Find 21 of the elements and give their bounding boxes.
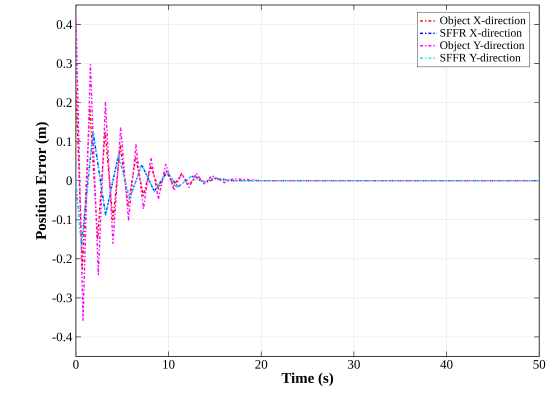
y-axis-title: Position Error (m) xyxy=(36,122,50,240)
x-tick-label: 20 xyxy=(255,360,268,369)
y-tick-label: -0.4 xyxy=(52,332,72,342)
x-tick-label: 30 xyxy=(348,360,360,369)
y-tick-label: 0.3 xyxy=(56,59,72,68)
x-tick-label: 50 xyxy=(534,360,546,369)
y-tick-label: -0.3 xyxy=(52,293,72,302)
y-tick-label: 0.2 xyxy=(56,98,72,107)
y-tick-label: 0 xyxy=(66,176,72,185)
legend-label: SFFR Y-direction xyxy=(440,53,521,62)
legend-label: Object Y-direction xyxy=(440,40,524,52)
x-tick-label: 0 xyxy=(73,360,79,369)
y-tick-label: 0.4 xyxy=(56,20,72,29)
x-tick-label: 40 xyxy=(440,360,453,369)
x-tick-label: 10 xyxy=(163,360,175,369)
y-tick-label: 0.1 xyxy=(56,137,72,146)
x-axis-title: Time (s) xyxy=(282,372,334,386)
legend-label: SFFR X-direction xyxy=(440,28,522,36)
y-tick-label: -0.2 xyxy=(52,254,72,264)
y-tick-label: -0.1 xyxy=(52,215,72,224)
legend-label: Object X-direction xyxy=(440,16,526,26)
